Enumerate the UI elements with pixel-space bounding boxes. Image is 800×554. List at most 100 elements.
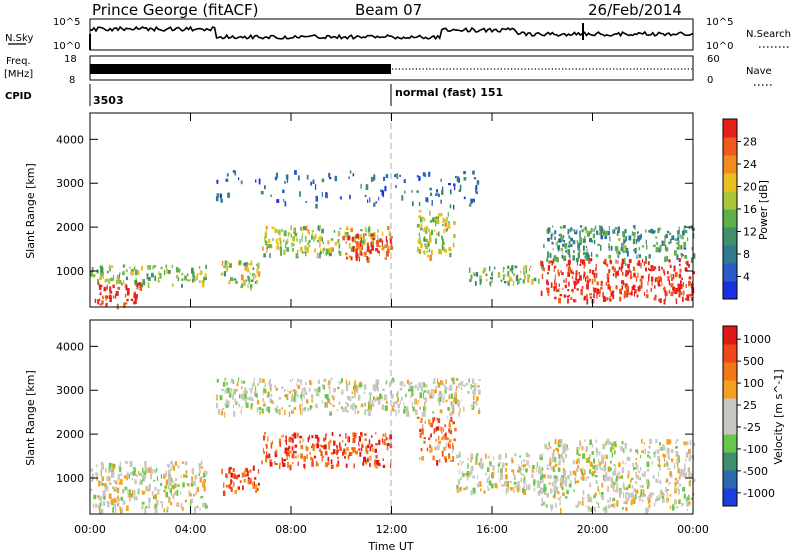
velocity-cell bbox=[343, 448, 345, 453]
power-cell bbox=[142, 279, 146, 284]
velocity-cell bbox=[113, 497, 117, 503]
velocity-cell bbox=[406, 379, 410, 384]
power-cell bbox=[325, 192, 327, 198]
power-cell bbox=[684, 255, 688, 259]
velocity-cell bbox=[153, 469, 157, 474]
power-cell bbox=[559, 238, 561, 242]
velocity-cell bbox=[513, 481, 517, 485]
velocity-cell bbox=[321, 445, 324, 448]
velocity-cell bbox=[480, 488, 482, 492]
velocity-cell bbox=[540, 488, 543, 494]
power-cell bbox=[683, 241, 687, 248]
velocity-cell bbox=[669, 494, 672, 497]
velocity-cell bbox=[487, 476, 490, 480]
power-cell bbox=[310, 181, 313, 186]
velocity-cell bbox=[566, 447, 569, 450]
velocity-cell bbox=[477, 410, 481, 415]
power-cell bbox=[448, 183, 451, 186]
power-cell bbox=[596, 292, 598, 299]
velocity-cell bbox=[607, 499, 609, 503]
velocity-cell bbox=[279, 463, 281, 470]
power-cell bbox=[387, 248, 391, 254]
velocity-cell bbox=[139, 473, 141, 476]
velocity-cell bbox=[352, 432, 356, 438]
velocity-cell bbox=[126, 505, 129, 512]
velocity-cell bbox=[157, 489, 160, 495]
velocity-cell bbox=[199, 476, 203, 483]
power-cell bbox=[134, 269, 138, 276]
velocity-cell bbox=[353, 447, 356, 452]
velocity-cell bbox=[311, 458, 314, 462]
power-cell bbox=[431, 229, 433, 236]
velocity-cell bbox=[291, 453, 295, 459]
power-cell bbox=[677, 245, 680, 248]
velocity-cell bbox=[90, 488, 93, 492]
velocity-cell bbox=[470, 470, 473, 475]
power-cell bbox=[612, 273, 615, 277]
velocity-cell bbox=[364, 409, 366, 415]
power-colorbar-swatch bbox=[723, 209, 737, 228]
velocity-cell bbox=[251, 384, 254, 391]
velocity-cell bbox=[467, 463, 469, 469]
power-cell bbox=[663, 271, 666, 276]
velocity-cell bbox=[291, 434, 294, 437]
velocity-cell bbox=[555, 447, 558, 451]
velocity-cell bbox=[327, 461, 330, 466]
velocity-cell bbox=[339, 446, 342, 451]
power-cell bbox=[146, 275, 149, 280]
velocity-cell bbox=[165, 479, 169, 486]
velocity-cell bbox=[492, 456, 495, 460]
velocity-cell bbox=[291, 396, 294, 402]
velocity-cell bbox=[479, 464, 483, 469]
velocity-cell bbox=[437, 397, 440, 402]
velocity-cell bbox=[294, 444, 298, 448]
velocity-cell bbox=[553, 486, 555, 493]
velocity-cell bbox=[487, 455, 490, 459]
velocity-cell bbox=[203, 485, 206, 492]
velocity-cell bbox=[518, 485, 521, 492]
velocity-cell bbox=[282, 434, 284, 437]
power-cell bbox=[692, 253, 696, 259]
power-cell bbox=[645, 267, 647, 272]
freq-label-2: [MHz] bbox=[4, 69, 33, 80]
velocity-cell bbox=[488, 480, 492, 486]
power-cell bbox=[378, 239, 381, 242]
velocity-cell bbox=[302, 438, 304, 443]
velocity-cell bbox=[501, 462, 505, 469]
velocity-cell bbox=[276, 405, 279, 409]
velocity-cell bbox=[577, 501, 580, 506]
power-cell bbox=[440, 251, 442, 255]
velocity-cell bbox=[543, 483, 546, 489]
velocity-cell bbox=[234, 391, 236, 395]
velocity-cell bbox=[309, 452, 312, 455]
power-cell bbox=[552, 247, 554, 251]
velocity-cell bbox=[233, 390, 236, 393]
velocity-cell bbox=[655, 498, 657, 503]
velocity-cell bbox=[670, 448, 674, 453]
power-cell bbox=[382, 246, 385, 251]
power-cell bbox=[631, 232, 635, 236]
power-cell bbox=[474, 281, 477, 286]
velocity-cell bbox=[605, 476, 609, 481]
velocity-cell bbox=[233, 481, 235, 487]
velocity-cell bbox=[668, 483, 670, 486]
velocity-cell bbox=[412, 406, 415, 412]
power-cell bbox=[315, 195, 318, 202]
velocity-cell bbox=[437, 382, 440, 387]
velocity-cell bbox=[105, 467, 107, 473]
power-cell bbox=[157, 279, 161, 283]
velocity-cell bbox=[321, 399, 323, 404]
power-cell bbox=[547, 227, 551, 233]
power-cell bbox=[593, 228, 595, 233]
power-cell bbox=[674, 289, 678, 294]
velocity-cell bbox=[666, 492, 668, 498]
velocity-cell bbox=[423, 440, 426, 444]
velocity-cell bbox=[389, 444, 393, 449]
velocity-cell bbox=[243, 390, 245, 394]
velocity-cell bbox=[493, 470, 495, 476]
velocity-cell bbox=[435, 386, 437, 390]
power-cell bbox=[645, 229, 647, 233]
velocity-cell bbox=[410, 385, 414, 392]
velocity-cell bbox=[143, 478, 146, 482]
velocity-cell bbox=[559, 481, 563, 487]
